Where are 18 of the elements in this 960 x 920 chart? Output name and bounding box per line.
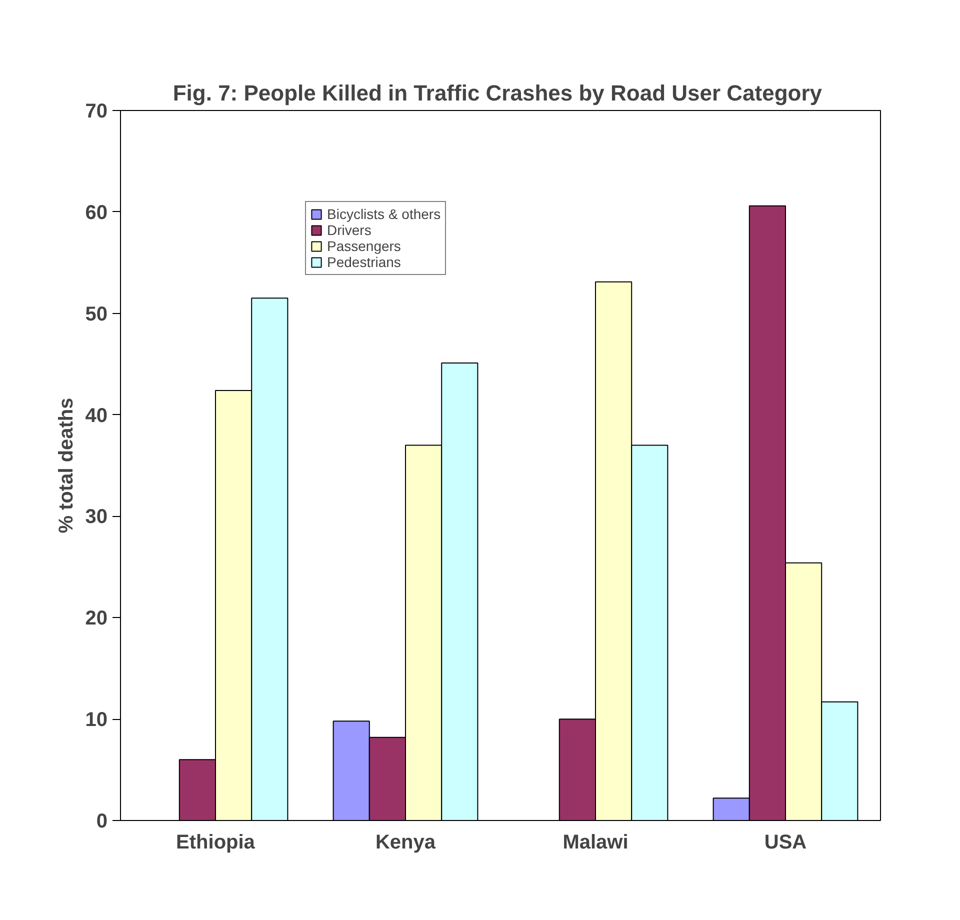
legend-label: Passengers — [327, 238, 401, 254]
x-tick-label: Malawi — [562, 832, 628, 854]
y-tick-label: 70 — [85, 100, 108, 122]
x-tick-label: USA — [764, 832, 807, 854]
x-tick-label: Ethiopia — [176, 832, 256, 854]
chart-title: Fig. 7: People Killed in Traffic Crashes by Road User Category — [172, 80, 823, 106]
x-tick-label: Kenya — [375, 832, 436, 854]
y-tick-label: 30 — [85, 506, 108, 528]
legend-label: Bicyclists & others — [327, 206, 441, 222]
y-tick-label: 40 — [85, 404, 108, 427]
legend-label: Pedestrians — [327, 254, 401, 270]
y-axis-title: % total deaths — [55, 398, 78, 534]
y-tick-label: 0 — [96, 810, 108, 832]
legend-label: Drivers — [327, 222, 372, 238]
y-tick-label: 10 — [85, 709, 108, 732]
y-tick-label: 20 — [85, 608, 108, 630]
y-tick-label: 50 — [85, 303, 108, 326]
y-tick-label: 60 — [85, 202, 108, 224]
